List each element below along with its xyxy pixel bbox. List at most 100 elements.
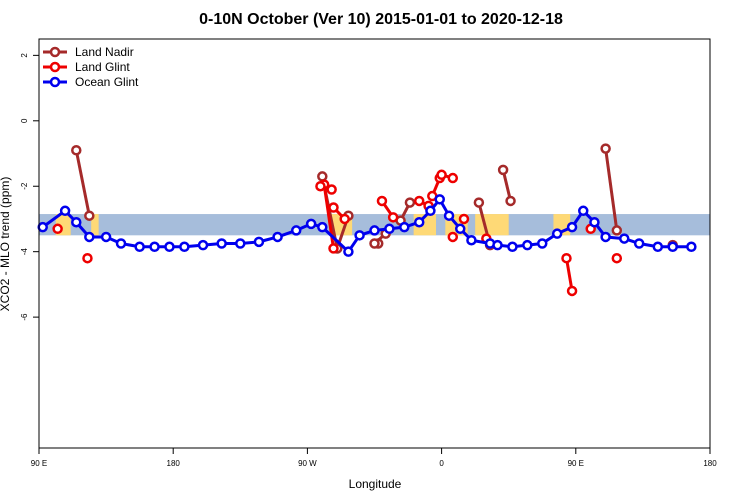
land-glint-point (376, 195, 388, 207)
x-axis-label: Longitude (349, 477, 402, 491)
land-nadir-line-7 (501, 169, 513, 202)
y-axis: 2 0 -2 -4 -6 (20, 53, 39, 321)
ocean-glint-point (290, 225, 302, 236)
ocean-glint-point (434, 194, 445, 205)
ocean-glint-point (37, 221, 48, 233)
ocean-glint-point (466, 234, 477, 246)
land-glint-point (447, 172, 459, 184)
ocean-glint-point (551, 228, 563, 239)
ocean-glint-point (384, 223, 395, 235)
land-span-1 (91, 214, 99, 236)
land-nadir-point (600, 143, 611, 154)
series-land-nadir (71, 143, 678, 254)
ocean-band (39, 214, 710, 236)
ocean-glint-point (537, 238, 548, 249)
ocean-glint-point (134, 241, 145, 253)
x-tick-label: 180 (703, 459, 717, 468)
ocean-glint-point (633, 238, 645, 249)
land-nadir-point (317, 171, 328, 182)
ocean-glint-point (600, 231, 611, 243)
ocean-glint-point (578, 205, 589, 217)
ocean-glint-point (343, 246, 354, 257)
land-nadir-point (497, 164, 509, 176)
ocean-glint-point (667, 241, 678, 253)
land-ocean-band (39, 214, 710, 236)
x-tick-label: 90 E (31, 459, 47, 468)
land-nadir-point (505, 195, 516, 207)
chart-title: 0-10N October (Ver 10) 2015-01-01 to 202… (199, 11, 563, 28)
land-glint-line-12 (565, 257, 574, 292)
y-tick-label: 2 (20, 53, 29, 58)
plot-frame (38, 38, 711, 449)
ocean-glint-point (305, 218, 317, 230)
y-tick-label: -6 (20, 313, 29, 321)
ocean-glint-point (115, 238, 127, 249)
ocean-glint-point (399, 221, 410, 233)
x-tick-label: 180 (167, 459, 181, 468)
series-layer (37, 143, 697, 297)
land-glint-point (339, 213, 350, 225)
land-nadir-line-0 (74, 149, 91, 216)
legend-label: Ocean Glint (75, 75, 139, 89)
ocean-glint-point (216, 238, 227, 249)
ocean-glint-point (413, 216, 425, 228)
land-nadir-point (369, 238, 380, 249)
land-glint-point (436, 169, 447, 181)
ocean-glint-point (443, 210, 455, 221)
x-axis: 90 E 180 90 W 0 90 E 180 (31, 448, 717, 468)
legend-item-land-nadir: Land Nadir (43, 45, 134, 59)
land-glint-point (326, 184, 337, 195)
y-tick-label: 0 (20, 118, 29, 123)
ocean-glint-point (492, 239, 503, 251)
ocean-glint-point (454, 223, 466, 235)
land-glint-point (328, 243, 339, 254)
legend-label: Land Nadir (75, 45, 134, 59)
land-glint-point (413, 195, 425, 207)
land-glint-point (52, 223, 63, 235)
land-glint-point (328, 202, 339, 213)
legend-item-ocean-glint: Ocean Glint (43, 75, 139, 89)
ocean-glint-point (652, 241, 664, 253)
land-glint-point (566, 285, 578, 297)
ocean-glint-point (149, 241, 160, 253)
x-tick-label: 0 (439, 459, 444, 468)
y-tick-label: -2 (20, 182, 29, 190)
legend-item-land-glint: Land Glint (43, 60, 130, 74)
ocean-glint-point (566, 221, 578, 233)
series-ocean-glint (37, 194, 697, 257)
land-span-5 (475, 214, 509, 236)
land-nadir-point (611, 225, 623, 236)
land-nadir-point (71, 144, 82, 156)
land-glint-point (561, 252, 572, 264)
y-tick-label: -4 (20, 248, 29, 256)
ocean-glint-point (507, 241, 518, 253)
ocean-glint-point (272, 231, 283, 243)
x-tick-label: 90 E (568, 459, 584, 468)
y-axis-label: XCO2 - MLO trend (ppm) (0, 177, 12, 312)
ocean-glint-point (100, 231, 112, 243)
legend-label: Land Glint (75, 60, 130, 74)
ocean-glint-point (317, 221, 328, 233)
ocean-glint-point (354, 230, 365, 241)
ocean-glint-point (253, 236, 265, 248)
ocean-glint-point (425, 205, 436, 217)
x-tick-label: 90 W (298, 459, 317, 468)
ocean-glint-point (197, 239, 209, 251)
ocean-glint-point (589, 216, 600, 228)
ocean-glint-point (84, 231, 95, 243)
ocean-glint-point (164, 241, 175, 253)
ocean-glint-point (71, 216, 82, 228)
legend-swatch-marker (49, 76, 61, 88)
ocean-glint-point (369, 225, 380, 236)
land-glint-point (458, 213, 470, 225)
land-nadir-point (404, 197, 416, 208)
land-glint-point (611, 252, 623, 264)
legend-swatch-marker (49, 46, 61, 58)
legend-swatch-marker (49, 61, 61, 73)
land-glint-point (82, 252, 93, 264)
ocean-glint-point (59, 205, 71, 217)
ocean-glint-point (619, 233, 630, 244)
land-nadir-line-8 (604, 148, 619, 231)
